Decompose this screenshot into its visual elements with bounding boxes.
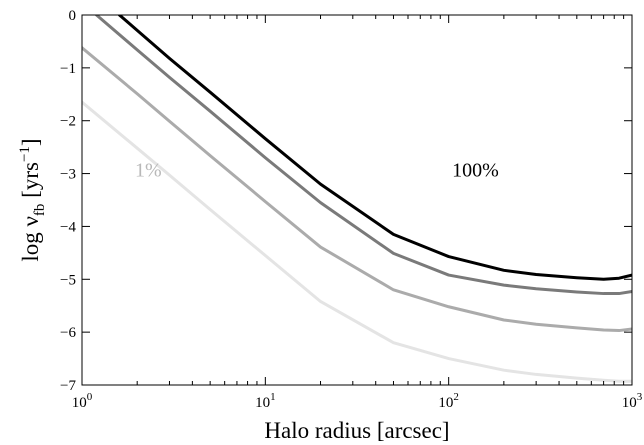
x-tick-label-exponent: 0 xyxy=(87,391,93,403)
y-tick-label: −1 xyxy=(60,61,76,77)
x-tick-label: 100 xyxy=(72,391,93,411)
annotation-label: 1% xyxy=(135,159,162,181)
y-label-sub: fb xyxy=(32,204,48,217)
x-tick-label-exponent: 1 xyxy=(270,391,276,403)
y-tick-label: −7 xyxy=(60,378,76,394)
x-tick-label-base: 10 xyxy=(72,395,87,411)
y-tick-label: 0 xyxy=(69,8,77,24)
x-tick-label-exponent: 3 xyxy=(637,391,643,403)
x-tick-label-base: 10 xyxy=(438,395,453,411)
y-tick-label: −3 xyxy=(60,167,76,183)
y-tick-label: −4 xyxy=(60,219,76,235)
x-tick-label-base: 10 xyxy=(255,395,270,411)
x-tick-label: 101 xyxy=(255,391,276,411)
y-label-unit-close: ] xyxy=(18,138,43,146)
x-tick-label-exponent: 2 xyxy=(453,391,459,403)
series-line-3 xyxy=(82,46,632,333)
y-tick-label: −2 xyxy=(60,114,76,130)
y-label-unit-open: [yrs xyxy=(18,162,43,204)
x-tick-label: 103 xyxy=(622,391,643,411)
y-label-base: log ν xyxy=(18,216,43,262)
y-tick-label: −6 xyxy=(60,325,76,341)
series-line-2 xyxy=(95,15,632,296)
y-axis-label: log νfb [yrs−1] xyxy=(17,138,48,261)
ticks-layer xyxy=(81,14,633,386)
annotations-layer: 100% 1% xyxy=(135,159,499,181)
x-axis-label: Halo radius [arcsec] xyxy=(264,418,449,443)
y-tick-label: −5 xyxy=(60,272,76,288)
x-tick-label: 102 xyxy=(438,391,459,411)
plot-frame xyxy=(81,14,633,386)
x-tick-label-base: 10 xyxy=(622,395,637,411)
y-label-sup: −1 xyxy=(17,146,33,162)
series-line-4 xyxy=(82,100,632,383)
annotation-label: 100% xyxy=(452,159,499,181)
series-line-1 xyxy=(117,15,632,281)
series-layer xyxy=(82,15,632,383)
